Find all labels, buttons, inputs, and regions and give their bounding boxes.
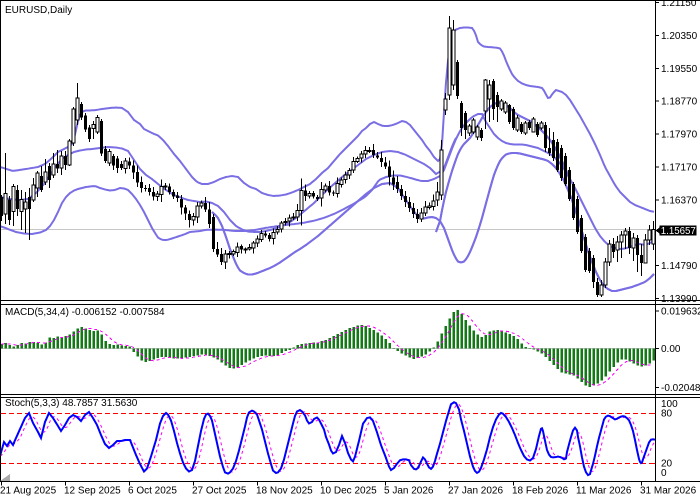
svg-text:10 Dec 2025: 10 Dec 2025 [320, 486, 377, 497]
svg-text:20: 20 [661, 459, 673, 470]
svg-text:12 Sep 2025: 12 Sep 2025 [64, 486, 121, 497]
svg-text:1.18770: 1.18770 [661, 96, 698, 107]
svg-text:1.19550: 1.19550 [661, 64, 698, 75]
svg-text:1.17170: 1.17170 [661, 162, 698, 173]
svg-text:-0.02048: -0.02048 [661, 383, 700, 394]
svg-text:1.13990: 1.13990 [661, 294, 698, 305]
svg-text:27 Jan 2026: 27 Jan 2026 [448, 486, 503, 497]
svg-text:1.17970: 1.17970 [661, 129, 698, 140]
svg-text:EURUSD,Daily: EURUSD,Daily [5, 5, 72, 16]
svg-text:Stoch(5,3,3) 48.7857 31.5630: Stoch(5,3,3) 48.7857 31.5630 [5, 398, 138, 409]
svg-text:11 Mar 2026: 11 Mar 2026 [576, 486, 632, 497]
svg-text:21 Aug 2025: 21 Aug 2025 [0, 486, 57, 497]
svg-text:100: 100 [661, 399, 678, 410]
svg-text:6 Oct 2025: 6 Oct 2025 [128, 486, 177, 497]
svg-text:1.16370: 1.16370 [661, 196, 698, 207]
svg-text:0.00: 0.00 [661, 344, 681, 355]
svg-text:0: 0 [661, 468, 667, 479]
svg-text:1.15657: 1.15657 [661, 226, 696, 237]
svg-text:MACD(5,34,4) -0.006152 -0.0075: MACD(5,34,4) -0.006152 -0.007584 [5, 307, 165, 318]
svg-text:18 Feb 2026: 18 Feb 2026 [512, 486, 569, 497]
svg-text:1.21150: 1.21150 [661, 0, 697, 9]
svg-text:5 Jan 2026: 5 Jan 2026 [384, 486, 434, 497]
svg-text:0.019632: 0.019632 [661, 307, 700, 318]
svg-text:1.14790: 1.14790 [661, 261, 698, 272]
svg-text:31 Mar 2026: 31 Mar 2026 [640, 486, 697, 497]
svg-text:80: 80 [661, 409, 673, 420]
svg-text:18 Nov 2025: 18 Nov 2025 [256, 486, 313, 497]
svg-text:1.20350: 1.20350 [661, 31, 698, 42]
svg-text:27 Oct 2025: 27 Oct 2025 [192, 486, 247, 497]
